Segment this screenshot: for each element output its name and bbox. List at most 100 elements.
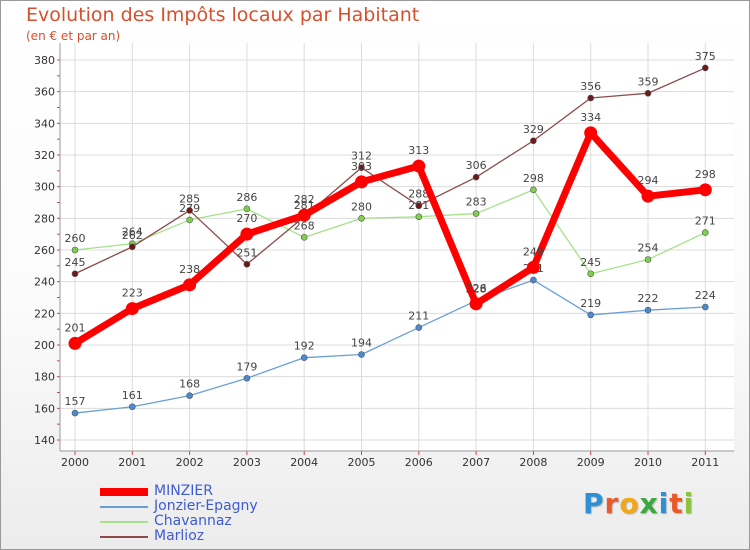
legend-item-chavannaz: Chavannaz [100, 514, 258, 529]
data-point [701, 229, 709, 236]
data-label: 298 [523, 172, 544, 185]
data-point [71, 409, 79, 417]
data-label: 282 [294, 193, 315, 206]
data-label: 226 [466, 282, 487, 295]
x-tick-label: 2003 [233, 456, 261, 469]
data-point [358, 351, 365, 358]
data-point [644, 256, 652, 263]
data-point [472, 173, 480, 181]
legend-label: Marlioz [154, 528, 205, 544]
data-point [129, 403, 136, 411]
data-label: 201 [65, 321, 86, 334]
data-point [644, 89, 652, 97]
data-label: 251 [236, 246, 257, 259]
data-label: 168 [179, 378, 200, 391]
data-label: 254 [638, 242, 659, 255]
data-point [472, 210, 480, 217]
data-label: 288 [408, 188, 429, 201]
data-point [584, 126, 598, 140]
x-tick-label: 2007 [462, 456, 490, 469]
data-point [129, 243, 136, 251]
data-point [701, 303, 709, 311]
data-point [186, 392, 193, 399]
y-tick-label: 200 [34, 339, 55, 352]
data-point [415, 324, 423, 331]
x-tick-label: 2005 [348, 456, 376, 469]
data-label: 268 [294, 219, 315, 232]
data-label: 286 [236, 191, 257, 204]
legend-item-minzier: MINZIER [100, 484, 258, 499]
data-point [358, 164, 365, 171]
legend-item-marlioz: Marlioz [100, 529, 258, 544]
x-tick-label: 2004 [290, 456, 318, 469]
y-tick-label: 240 [34, 276, 55, 289]
legend-swatch-marlioz [100, 535, 148, 538]
legend-label: Jonzier-Epagny [154, 498, 258, 514]
y-tick-label: 380 [34, 54, 55, 67]
data-point [243, 205, 251, 213]
logo-letter: o [619, 487, 640, 520]
y-tick-label: 360 [34, 86, 55, 99]
x-tick-label: 2010 [634, 456, 662, 469]
legend-item-jonzier-epagny: Jonzier-Epagny [100, 499, 258, 514]
data-point [644, 306, 652, 314]
legend-swatch-jonzier-epagny [100, 505, 148, 508]
data-label: 211 [408, 310, 429, 323]
data-point [358, 215, 365, 222]
data-label: 222 [638, 292, 659, 305]
x-tick-label: 2011 [691, 456, 719, 469]
logo-letter: P [583, 487, 605, 520]
data-label: 245 [65, 256, 86, 269]
data-point [587, 311, 595, 319]
data-point [186, 207, 193, 214]
y-tick-label: 280 [34, 212, 55, 225]
data-point [469, 297, 483, 311]
y-tick-label: 140 [34, 434, 55, 447]
chart-title: Evolution des Impôts locaux par Habitant [26, 4, 420, 26]
data-label: 260 [65, 232, 86, 245]
x-tick-label: 2000 [61, 456, 89, 469]
data-label: 157 [65, 395, 86, 408]
series-line [74, 189, 706, 275]
series-line [74, 279, 706, 414]
data-label: 334 [580, 111, 601, 124]
chart-subtitle: (en € et par an) [26, 29, 121, 43]
y-tick-label: 300 [34, 181, 55, 194]
data-point [415, 202, 423, 209]
data-point [297, 208, 311, 222]
logo-letter: t [669, 487, 684, 520]
data-label: 298 [695, 168, 716, 181]
data-label: 238 [179, 263, 200, 276]
data-label: 192 [294, 340, 315, 353]
proxiti-logo: Proxiti [583, 487, 694, 520]
data-point [530, 276, 537, 284]
data-label: 194 [351, 337, 372, 350]
series-line [74, 67, 706, 275]
data-label: 375 [695, 50, 716, 63]
legend-swatch-minzier [100, 487, 148, 496]
data-point [412, 159, 426, 173]
data-label: 280 [351, 200, 372, 213]
data-point [243, 374, 251, 382]
data-label: 219 [580, 297, 601, 310]
legend-swatch-chavannaz [100, 520, 148, 523]
data-label: 262 [122, 229, 143, 242]
data-point [587, 270, 595, 278]
data-label: 283 [466, 196, 487, 209]
data-point [698, 183, 712, 197]
legend-label: MINZIER [154, 483, 213, 499]
data-label: 224 [695, 289, 716, 302]
data-point [125, 302, 139, 316]
data-label: 303 [351, 160, 372, 173]
series-minzier: 201 223 238 270 282 303 313 226 249 334 294 298 [65, 111, 716, 350]
data-label: 313 [408, 144, 429, 157]
data-point [641, 189, 655, 203]
data-label: 245 [580, 256, 601, 269]
data-label: 264 [122, 226, 143, 239]
data-point [526, 260, 540, 274]
x-tick-label: 2008 [519, 456, 547, 469]
legend-label: Chavannaz [154, 513, 232, 529]
data-label: 356 [580, 80, 601, 93]
